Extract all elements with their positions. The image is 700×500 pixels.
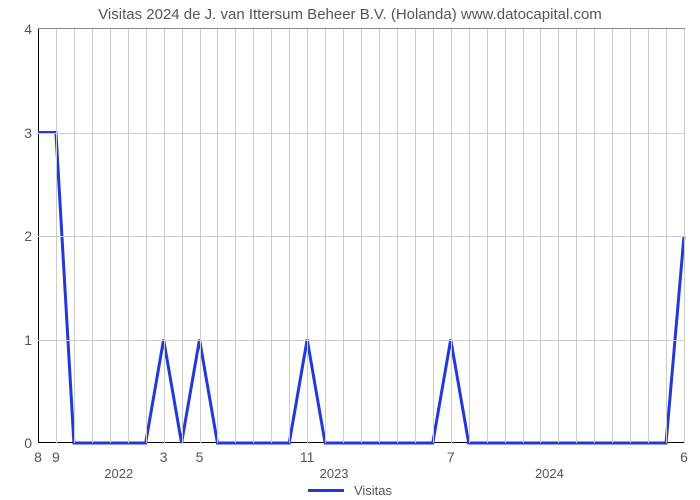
gridline-vertical (433, 29, 434, 443)
x-tick-label: 8 (34, 449, 42, 465)
gridline-vertical (594, 29, 595, 443)
gridline-vertical (253, 29, 254, 443)
chart-title: Visitas 2024 de J. van Ittersum Beheer B… (0, 6, 700, 23)
gridline-vertical (307, 29, 308, 443)
gridline-vertical (523, 29, 524, 443)
gridline-vertical (576, 29, 577, 443)
gridline-vertical (415, 29, 416, 443)
gridline-vertical (271, 29, 272, 443)
gridline-vertical (92, 29, 93, 443)
gridline-vertical (110, 29, 111, 443)
x-tick-label: 5 (196, 449, 204, 465)
plot-area: 0123489351176202220232024 (38, 28, 685, 443)
gridline-vertical (200, 29, 201, 443)
gridline-vertical (469, 29, 470, 443)
gridline-vertical (56, 29, 57, 443)
y-tick-label: 2 (14, 228, 32, 244)
gridline-vertical (397, 29, 398, 443)
gridline-vertical (325, 29, 326, 443)
y-tick-label: 1 (14, 332, 32, 348)
gridline-vertical (74, 29, 75, 443)
x-tick-label: 9 (52, 449, 60, 465)
gridline-vertical (505, 29, 506, 443)
legend-swatch (308, 489, 344, 492)
gridline-vertical (558, 29, 559, 443)
gridline-vertical (648, 29, 649, 443)
gridline-vertical (451, 29, 452, 443)
gridline-vertical (235, 29, 236, 443)
y-tick-label: 4 (14, 21, 32, 37)
legend-label: Visitas (354, 483, 392, 498)
gridline-vertical (379, 29, 380, 443)
x-year-label: 2024 (535, 466, 564, 481)
chart-container: Visitas 2024 de J. van Ittersum Beheer B… (0, 0, 700, 500)
y-tick-label: 0 (14, 435, 32, 451)
gridline-vertical (612, 29, 613, 443)
gridline-vertical (361, 29, 362, 443)
legend: Visitas (0, 483, 700, 498)
gridline-vertical (684, 29, 685, 443)
gridline-vertical (343, 29, 344, 443)
gridline-vertical (487, 29, 488, 443)
y-tick-label: 3 (14, 125, 32, 141)
gridline-vertical (666, 29, 667, 443)
gridline-vertical (128, 29, 129, 443)
gridline-vertical (217, 29, 218, 443)
x-tick-label: 7 (447, 449, 455, 465)
gridline-vertical (182, 29, 183, 443)
gridline-vertical (146, 29, 147, 443)
gridline-vertical (630, 29, 631, 443)
x-tick-label: 11 (300, 449, 315, 465)
x-year-label: 2022 (104, 466, 133, 481)
gridline-vertical (289, 29, 290, 443)
gridline-vertical (164, 29, 165, 443)
x-year-label: 2023 (320, 466, 349, 481)
x-tick-label: 6 (680, 449, 688, 465)
gridline-vertical (540, 29, 541, 443)
x-tick-label: 3 (160, 449, 168, 465)
